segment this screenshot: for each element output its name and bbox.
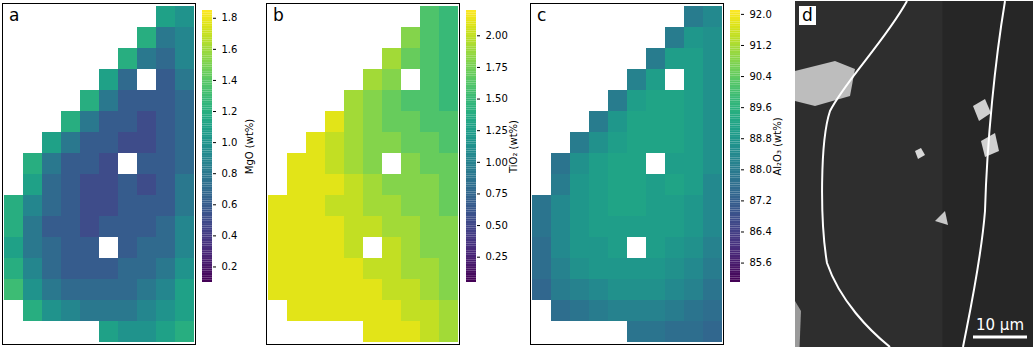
svg-text:85.6: 85.6 [750, 257, 772, 268]
svg-text:1.8: 1.8 [222, 12, 238, 23]
svg-text:91.2: 91.2 [750, 40, 772, 51]
svg-text:1.4: 1.4 [222, 75, 238, 86]
svg-text:1.75: 1.75 [486, 62, 508, 73]
svg-text:2.00: 2.00 [486, 30, 508, 41]
html-text:d: d [802, 5, 813, 25]
svg-text:0.75: 0.75 [486, 188, 508, 199]
svg-text:86.4: 86.4 [750, 226, 772, 237]
svg-text:1.6: 1.6 [222, 44, 238, 55]
svg-text:0.2: 0.2 [222, 261, 238, 272]
svg-text:MgO (wt%): MgO (wt%) [244, 119, 255, 175]
html-text:c: c [537, 5, 547, 25]
svg-text:87.2: 87.2 [750, 195, 772, 206]
svg-text:88.0: 88.0 [750, 164, 772, 175]
svg-text:0.8: 0.8 [222, 168, 238, 179]
svg-text:1.25: 1.25 [486, 125, 508, 136]
svg-text:1.50: 1.50 [486, 93, 508, 104]
svg-text:0.4: 0.4 [222, 230, 238, 241]
svg-text:89.6: 89.6 [750, 102, 772, 113]
svg-text:0.25: 0.25 [486, 251, 508, 262]
svg-text:88.8: 88.8 [750, 133, 772, 144]
svg-text:1.00: 1.00 [486, 157, 508, 168]
svg-text:0.6: 0.6 [222, 199, 238, 210]
svg-text:10 µm: 10 µm [976, 316, 1024, 334]
svg-text:0.50: 0.50 [486, 220, 508, 231]
svg-text:1.2: 1.2 [222, 106, 238, 117]
html-text:a: a [9, 5, 20, 25]
svg-text:1.0: 1.0 [222, 137, 238, 148]
svg-text:Al₂O₃ (wt%): Al₂O₃ (wt%) [772, 117, 783, 175]
svg-text:90.4: 90.4 [750, 71, 772, 82]
html-text:b: b [273, 5, 284, 25]
svg-text:92.0: 92.0 [750, 9, 772, 20]
svg-text:TiO₂ (wt%): TiO₂ (wt%) [508, 120, 519, 174]
